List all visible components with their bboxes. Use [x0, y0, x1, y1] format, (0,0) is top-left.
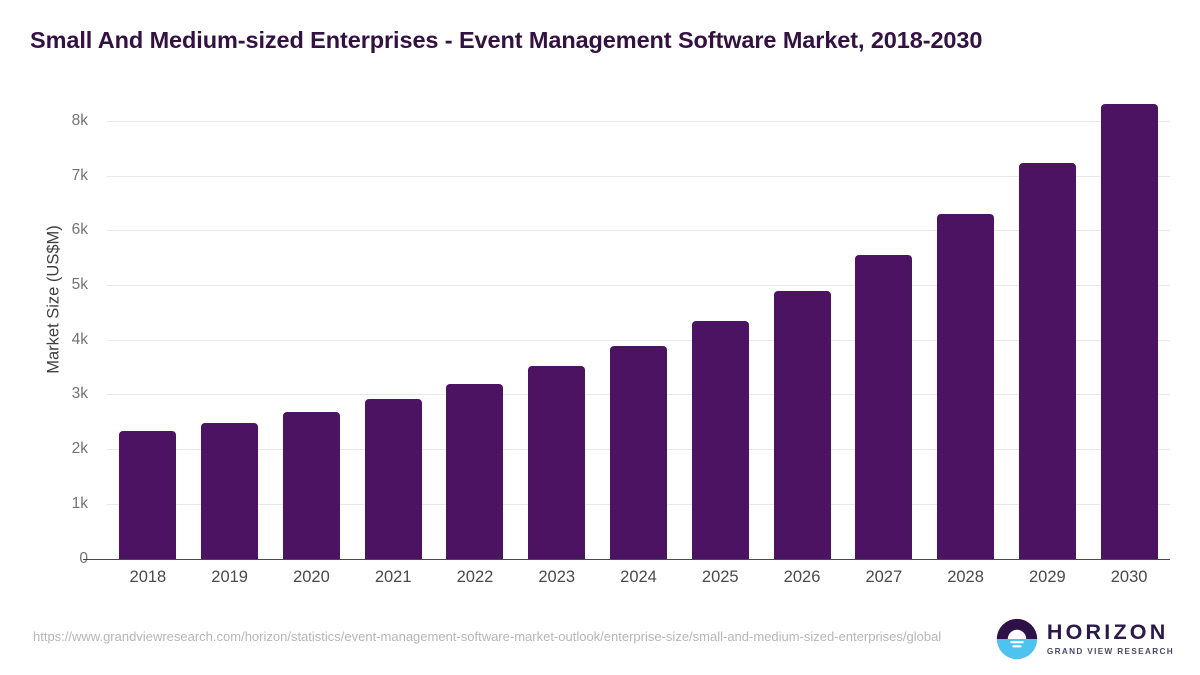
x-axis-line [83, 558, 1170, 561]
gridline [107, 175, 1170, 177]
gridline [107, 339, 1170, 341]
gridline [107, 284, 1170, 286]
x-tick-label: 2021 [374, 568, 412, 586]
page-title: Small And Medium-sized Enterprises - Eve… [30, 27, 983, 53]
bar[interactable] [364, 398, 422, 559]
x-tick-label: 2030 [1110, 568, 1148, 586]
gridline [107, 230, 1170, 232]
bar[interactable] [1018, 163, 1076, 559]
x-tick-label: 2027 [865, 568, 903, 586]
x-tick-label: 2019 [211, 568, 248, 586]
y-tick-label: 4k [71, 330, 88, 348]
logo-wordmark: HORIZON [1046, 620, 1169, 645]
x-tick-label: 2022 [456, 568, 494, 586]
logo-tagline: GRAND VIEW RESEARCH [1046, 646, 1174, 656]
y-tick-label: 3k [71, 385, 88, 403]
x-tick-label: 2028 [947, 568, 984, 586]
x-tick-label: 2023 [538, 568, 576, 586]
x-tick-label: 2029 [1028, 568, 1066, 586]
bar[interactable] [528, 366, 586, 559]
bar[interactable] [773, 290, 831, 559]
x-tick-label: 2026 [783, 568, 821, 586]
y-tick-label: 8k [71, 111, 88, 129]
gridline [107, 120, 1170, 122]
bar[interactable] [119, 431, 177, 559]
bar[interactable] [446, 383, 504, 559]
bar[interactable] [1100, 104, 1158, 559]
y-tick-label: 0 [28, 550, 88, 568]
bar[interactable] [282, 411, 340, 559]
bar[interactable] [691, 321, 749, 559]
bar[interactable] [937, 213, 995, 559]
x-tick-label: 2020 [293, 568, 330, 586]
brand-logo: HORIZON GRAND VIEW RESEARCH [996, 618, 1174, 660]
y-tick-label: 5k [71, 275, 88, 293]
bar[interactable] [610, 345, 667, 559]
horizon-logo-icon [996, 618, 1038, 660]
logo-text: HORIZON GRAND VIEW RESEARCH [1047, 622, 1174, 656]
source-url[interactable]: https://www.grandviewresearch.com/horizo… [33, 629, 942, 644]
y-tick-label: 6k [71, 221, 88, 239]
x-tick-label: 2024 [620, 568, 657, 586]
bar[interactable] [201, 423, 259, 559]
x-tick-label: 2025 [701, 568, 739, 586]
y-tick-label: 2k [71, 440, 88, 458]
x-tick-label: 2018 [129, 568, 167, 586]
bar[interactable] [855, 255, 913, 559]
y-tick-label: 1k [71, 494, 88, 512]
y-tick-label: 7k [71, 166, 88, 184]
